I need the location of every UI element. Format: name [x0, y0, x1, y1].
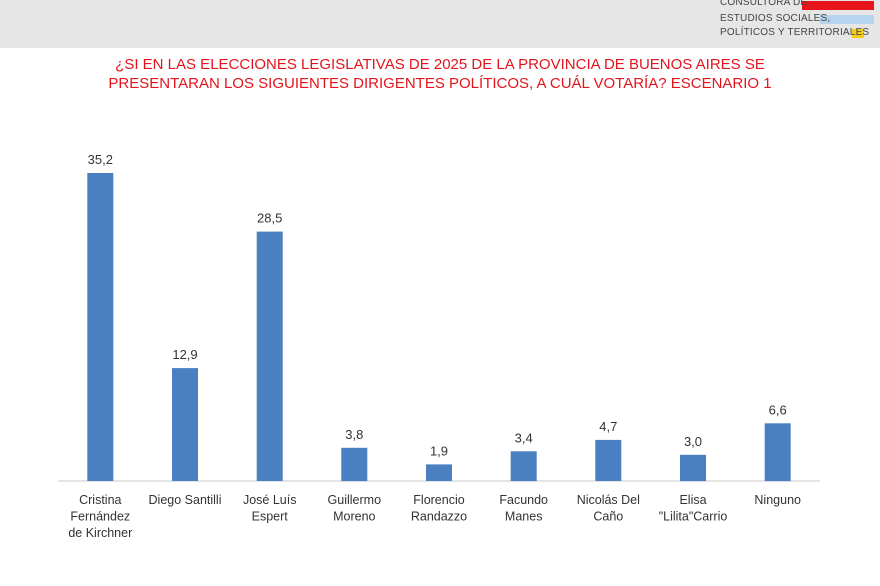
category-label-line: Diego Santilli [149, 493, 222, 507]
chart-title: ¿SI EN LAS ELECCIONES LEGISLATIVAS DE 20… [40, 55, 840, 93]
category-label-5: Facundo Manes [499, 493, 548, 524]
category-label-6: Nicolás Del Caño [577, 493, 640, 524]
logo-line-1: CONSULTORA DE [720, 0, 808, 8]
data-label-2: 28,5 [257, 211, 282, 226]
bar-8 [764, 423, 791, 482]
data-label-3: 3,8 [345, 427, 363, 442]
data-label-5: 3,4 [515, 430, 533, 445]
category-label-1: Diego Santilli [149, 493, 222, 507]
category-label-line: José Luís [243, 493, 297, 507]
data-label-7: 3,0 [684, 434, 702, 449]
bar-4 [426, 464, 452, 481]
bar-6 [595, 439, 622, 481]
category-label-line: Manes [505, 510, 543, 524]
category-label-line: Elisa [679, 493, 706, 507]
category-label-line: "Lilita"Carrio [659, 510, 728, 524]
category-label-line: de Kirchner [68, 526, 132, 540]
category-label-2: José Luís Espert [243, 493, 297, 524]
chart-title-line-2: PRESENTARAN LOS SIGUIENTES DIRIGENTES PO… [108, 75, 772, 92]
category-label-line: Nicolás Del [577, 493, 640, 507]
chart-title-line-1: ¿SI EN LAS ELECCIONES LEGISLATIVAS DE 20… [115, 56, 765, 73]
data-label-4: 1,9 [430, 443, 448, 458]
category-label-3: Guillermo Moreno [328, 493, 382, 524]
category-label-8: Ninguno [754, 493, 801, 507]
category-label-line: Moreno [333, 510, 375, 524]
bar-7 [680, 454, 706, 482]
category-label-line: Ninguno [754, 493, 801, 507]
category-label-4: Florencio Randazzo [411, 493, 467, 524]
category-label-line: Guillermo [328, 493, 382, 507]
data-label-0: 35,2 [88, 152, 113, 167]
data-label-6: 4,7 [599, 419, 617, 434]
category-label-line: Cristina [79, 493, 121, 507]
bar-1 [172, 368, 198, 481]
logo-line-2: ESTUDIOS SOCIALES, [720, 13, 831, 24]
bar-3 [341, 447, 368, 482]
category-label-line: Florencio [413, 493, 464, 507]
category-label-line: Facundo [499, 493, 548, 507]
category-label-7: Elisa "Lilita"Carrio [659, 493, 728, 524]
category-label-line: Randazzo [411, 510, 467, 524]
bar-2 [256, 231, 283, 481]
logo-stripe-yellow [852, 29, 864, 38]
header-bar [0, 0, 880, 48]
consultancy-logo: CONSULTORA DE ESTUDIOS SOCIALES, POLÍTIC… [716, 0, 876, 44]
logo-line-3: POLÍTICOS Y TERRITORIALES [720, 27, 870, 38]
bar-0 [87, 173, 114, 481]
logo-stripe-red [802, 1, 874, 10]
category-label-line: Caño [593, 510, 623, 524]
category-label-line: Espert [252, 510, 289, 524]
bar-5 [510, 451, 537, 482]
data-label-8: 6,6 [769, 402, 787, 417]
data-label-1: 12,9 [172, 347, 197, 362]
logo-stripe-blue [820, 15, 874, 24]
category-label-0: Cristina Fernández de Kirchner [68, 493, 132, 540]
category-label-line: Fernández [70, 510, 130, 524]
